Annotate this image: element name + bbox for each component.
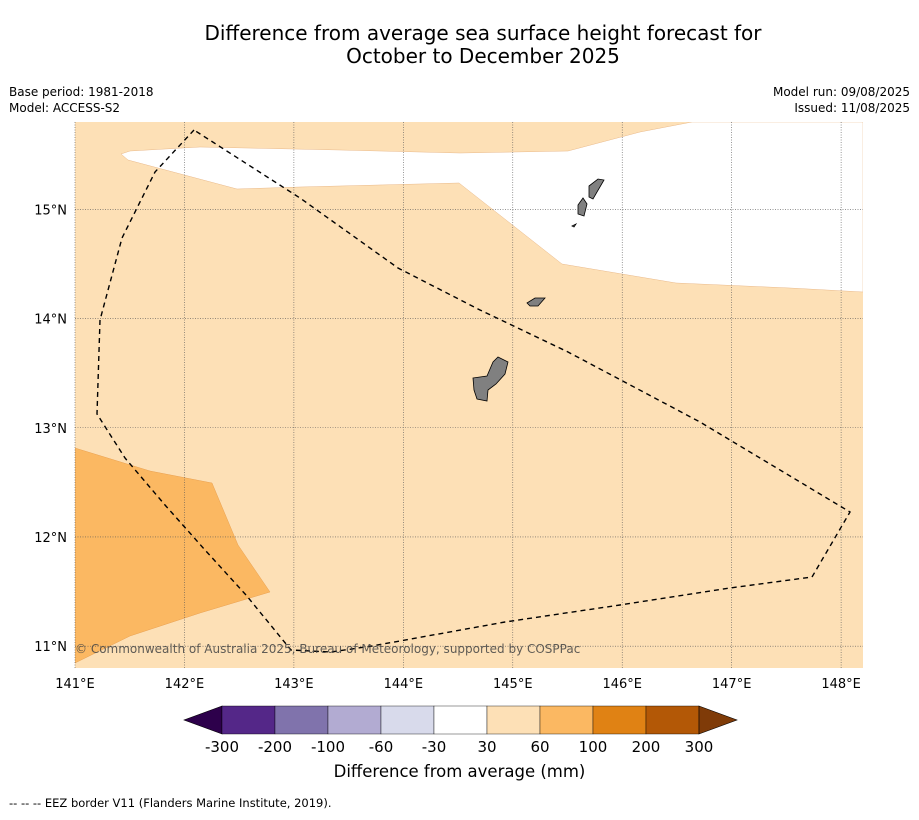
eez-legend-symbol: -- -- --	[9, 796, 42, 810]
region-60-100	[75, 447, 271, 664]
island-guam	[472, 356, 509, 402]
island-tinian	[577, 197, 588, 217]
lon-tick-label: 141°E	[55, 677, 95, 692]
colorbar-tick-label: -300	[205, 738, 239, 756]
lat-tick-label: 12°N	[34, 531, 67, 546]
graticule	[74, 122, 863, 668]
colorbar-extend-high	[698, 705, 738, 735]
title-line-1: Difference from average sea surface heig…	[204, 21, 762, 45]
colorbar-segment	[433, 705, 488, 735]
colorbar-tick-label: 60	[530, 738, 549, 756]
meta-right: Model run: 09/08/2025 Issued: 11/08/2025	[773, 84, 910, 116]
colorbar-segment	[221, 705, 276, 735]
colorbar-tick-label: -100	[311, 738, 345, 756]
island-aguijan	[571, 222, 578, 228]
colorbar-tick-label: -200	[258, 738, 292, 756]
lat-tick-label: 13°N	[34, 422, 67, 437]
base-period-text: Base period: 1981-2018	[9, 85, 154, 99]
colorbar-segment	[274, 705, 329, 735]
model-text: Model: ACCESS-S2	[9, 101, 121, 115]
colorbar-tick-label: 30	[477, 738, 496, 756]
colorbar-title: Difference from average (mm)	[333, 762, 586, 781]
colorbar-segment	[539, 705, 594, 735]
lat-tick-label: 14°N	[34, 313, 67, 328]
lon-tick-label: 144°E	[384, 677, 424, 692]
model-run-text: Model run: 09/08/2025	[772, 85, 910, 99]
colorbar-segment	[327, 705, 382, 735]
eez-border	[96, 129, 851, 653]
region-neutral	[120, 122, 863, 293]
colorbar-segment	[592, 705, 647, 735]
lat-tick-label: 15°N	[34, 203, 67, 218]
colorbar-tick-label: 200	[632, 738, 661, 756]
colorbar-tick-label: -60	[369, 738, 394, 756]
colorbar-tick-label: 300	[685, 738, 714, 756]
lon-tick-label: 143°E	[274, 677, 314, 692]
island-rota	[526, 297, 546, 307]
lat-tick-label: 11°N	[34, 640, 67, 655]
eez-legend-text: EEZ border V11 (Flanders Marine Institut…	[44, 796, 332, 810]
lon-tick-label: 145°E	[493, 677, 533, 692]
issued-text: Issued: 11/08/2025	[794, 101, 910, 115]
title-line-2: October to December 2025	[346, 44, 620, 68]
colorbar-tick-label: 100	[579, 738, 608, 756]
lon-tick-label: 146°E	[602, 677, 642, 692]
copyright-text: © Commonwealth of Australia 2025, Bureau…	[75, 642, 580, 656]
island-saipan	[588, 178, 605, 200]
meta-left: Base period: 1981-2018 Model: ACCESS-S2	[9, 84, 154, 116]
colorbar-tick-label: -30	[422, 738, 447, 756]
map-title: Difference from average sea surface heig…	[0, 22, 919, 68]
lon-tick-label: 148°E	[821, 677, 861, 692]
colorbar-extend-low	[183, 705, 223, 735]
colorbar: -300 -200 -100 -60 -30 30 60 100 200 300	[183, 705, 738, 756]
lon-tick-label: 147°E	[712, 677, 752, 692]
axis-tick-labels: 141°E 142°E 143°E 144°E 145°E 146°E 147°E 148°E…	[34, 203, 861, 692]
lon-tick-label: 142°E	[165, 677, 205, 692]
colorbar-segment	[486, 705, 541, 735]
colorbar-segment	[645, 705, 700, 735]
footer-legend: -- -- -- EEZ border V11 (Flanders Marine…	[9, 796, 332, 810]
colorbar-segment	[380, 705, 435, 735]
